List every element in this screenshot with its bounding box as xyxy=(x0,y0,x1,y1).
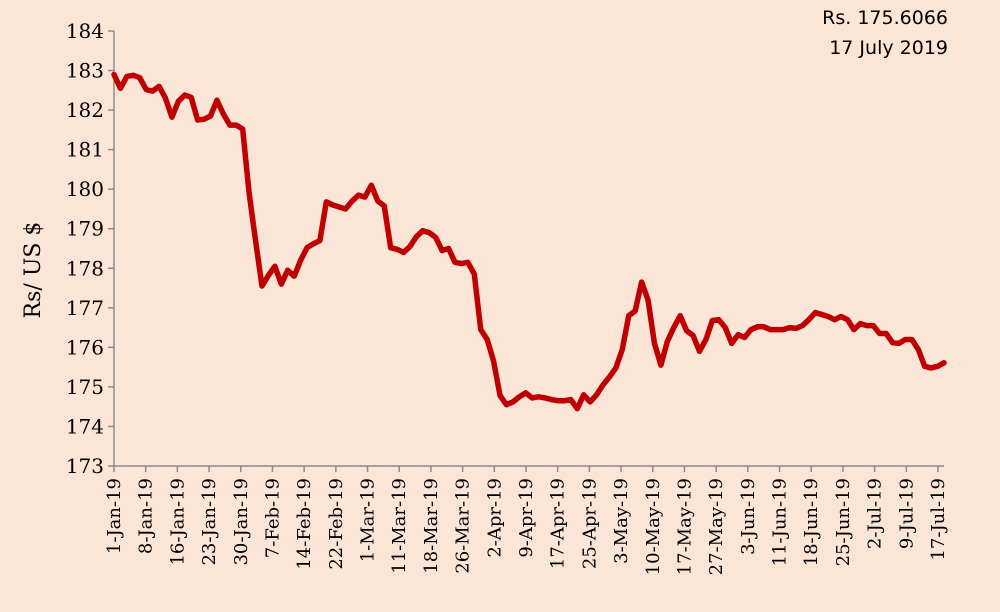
x-tick-label: 25-Jun-19 xyxy=(833,478,854,566)
x-tick-label: 8-Jan-19 xyxy=(136,478,157,554)
y-tick-label: 174 xyxy=(66,414,104,438)
x-tick-label: 17-Jul-19 xyxy=(928,478,949,561)
x-tick-label: 18-Mar-19 xyxy=(421,478,442,574)
annotation-date: 17 July 2019 xyxy=(829,37,948,59)
x-tick-label: 30-Jan-19 xyxy=(231,478,252,566)
x-tick-label: 11-Jun-19 xyxy=(770,478,791,566)
x-tick-label: 16-Jan-19 xyxy=(167,478,188,566)
y-tick-label: 180 xyxy=(66,177,104,201)
x-axis: 1-Jan-19 8-Jan-19 16-Jan-19 23-Jan-19 30-Jan… xyxy=(104,465,949,575)
x-tick-label: 23-Jan-19 xyxy=(199,478,220,566)
y-tick-label: 175 xyxy=(66,375,104,399)
x-tick-label: 26-Mar-19 xyxy=(453,478,474,574)
y-axis-label: Rs/ US $ xyxy=(21,222,46,319)
x-tick-label: 18-Jun-19 xyxy=(801,478,822,566)
x-tick-label: 1-Mar-19 xyxy=(358,478,379,562)
x-tick-label: 25-Apr-19 xyxy=(579,478,600,569)
y-tick-label: 181 xyxy=(66,138,104,162)
x-tick-label: 17-May-19 xyxy=(674,478,695,575)
x-tick-label: 3-May-19 xyxy=(611,478,632,564)
y-tick-label: 182 xyxy=(66,98,104,122)
x-tick-label: 10-May-19 xyxy=(643,478,664,575)
x-tick-label: 7-Feb-19 xyxy=(262,478,283,558)
x-tick-label: 9-Apr-19 xyxy=(516,478,537,558)
y-tick-label: 176 xyxy=(66,335,104,359)
x-tick-label: 17-Apr-19 xyxy=(548,478,569,569)
y-tick-label: 178 xyxy=(66,256,104,280)
y-tick-label: 179 xyxy=(66,217,104,241)
y-axis: 173 174 175 176 177 178 179 180 181 182 183 184 xyxy=(66,19,115,478)
x-tick-label: 9-Jul-19 xyxy=(896,478,917,549)
y-tick-label: 183 xyxy=(66,59,104,83)
y-tick-label: 173 xyxy=(66,454,104,478)
annotation-value: Rs. 175.6066 xyxy=(822,7,948,29)
y-tick-label: 177 xyxy=(66,296,104,320)
x-tick-label: 2-Jul-19 xyxy=(865,478,886,549)
y-tick-label: 184 xyxy=(66,19,104,43)
x-tick-label: 11-Mar-19 xyxy=(389,478,410,574)
x-tick-label: 14-Feb-19 xyxy=(294,478,315,570)
x-tick-label: 22-Feb-19 xyxy=(326,478,347,570)
x-tick-label: 3-Jun-19 xyxy=(738,478,759,555)
series-layer xyxy=(111,71,947,412)
x-tick-label: 27-May-19 xyxy=(706,478,727,575)
x-tick-label: 2-Apr-19 xyxy=(484,478,505,558)
series-line xyxy=(111,71,947,412)
x-tick-label: 1-Jan-19 xyxy=(104,478,125,554)
